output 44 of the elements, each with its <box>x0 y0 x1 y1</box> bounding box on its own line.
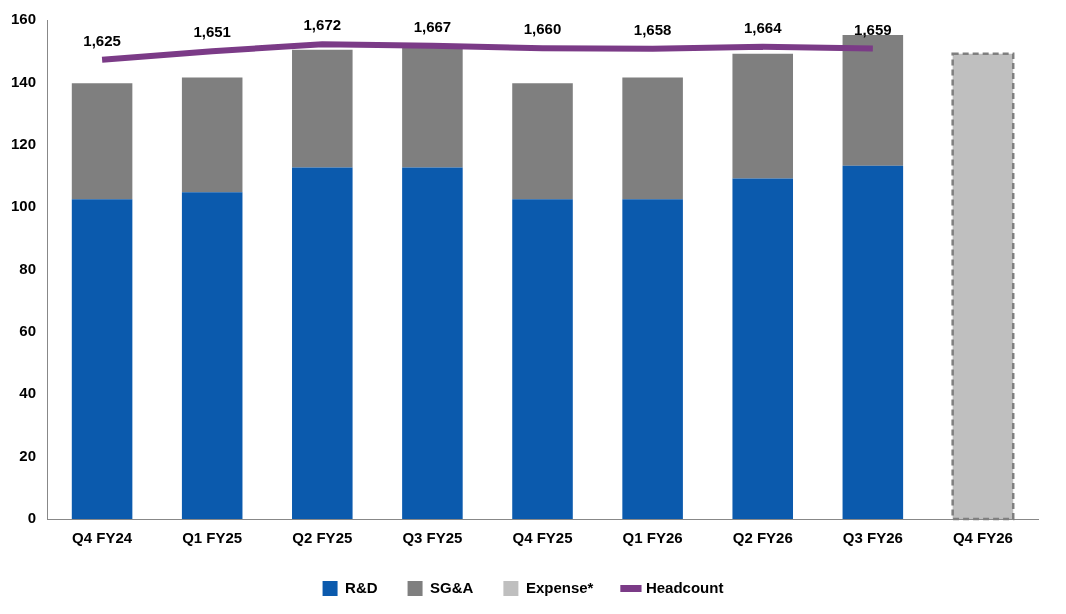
y-tick-label: 100 <box>11 197 37 215</box>
bar <box>512 199 573 519</box>
bar <box>732 53 794 179</box>
x-tick-label: Q3 FY25 <box>402 529 463 547</box>
data-label: 1,660 <box>523 20 562 38</box>
data-label: 1,664 <box>743 19 783 36</box>
legend-label: R&D <box>345 578 378 596</box>
y-tick-label: 20 <box>19 446 37 464</box>
y-tick-label: 160 <box>11 10 37 28</box>
x-tick-label: Q1 FY25 <box>182 529 243 547</box>
x-tick-label: Q2 FY26 <box>732 529 793 547</box>
bar <box>181 192 243 519</box>
bar <box>292 49 353 168</box>
y-tick-label: 60 <box>19 322 37 340</box>
y-tick-label: 0 <box>27 509 37 527</box>
y-tick-label: 80 <box>19 259 37 277</box>
x-tick-label: Q3 FY26 <box>842 529 903 547</box>
bar <box>622 199 683 519</box>
y-tick-label: 140 <box>11 72 37 90</box>
bar <box>402 167 463 519</box>
legend-label: Headcount <box>645 578 724 596</box>
y-tick-label: 120 <box>11 134 37 152</box>
legend-label: SG&A <box>430 578 474 596</box>
bar <box>842 165 904 519</box>
bar <box>292 167 353 519</box>
x-tick-label: Q4 FY25 <box>512 529 573 547</box>
bar <box>732 178 794 519</box>
y-tick-label: 40 <box>19 384 37 402</box>
data-label: 1,667 <box>413 18 452 35</box>
x-tick-label: Q1 FY26 <box>622 529 683 547</box>
x-tick-label: Q4 FY26 <box>952 529 1013 547</box>
bar <box>622 77 683 200</box>
data-label: 1,625 <box>83 31 121 49</box>
bar <box>71 199 133 519</box>
bar <box>181 77 243 193</box>
x-tick-label: Q4 FY24 <box>72 529 133 547</box>
data-label: 1,651 <box>193 23 231 41</box>
bar <box>71 83 133 200</box>
bar <box>512 83 573 200</box>
legend-label: Expense* <box>525 578 594 596</box>
x-tick-label: Q2 FY25 <box>292 529 353 547</box>
data-label: 1,672 <box>303 16 342 34</box>
data-label: 1,659 <box>854 20 892 38</box>
data-label: 1,658 <box>633 20 672 38</box>
